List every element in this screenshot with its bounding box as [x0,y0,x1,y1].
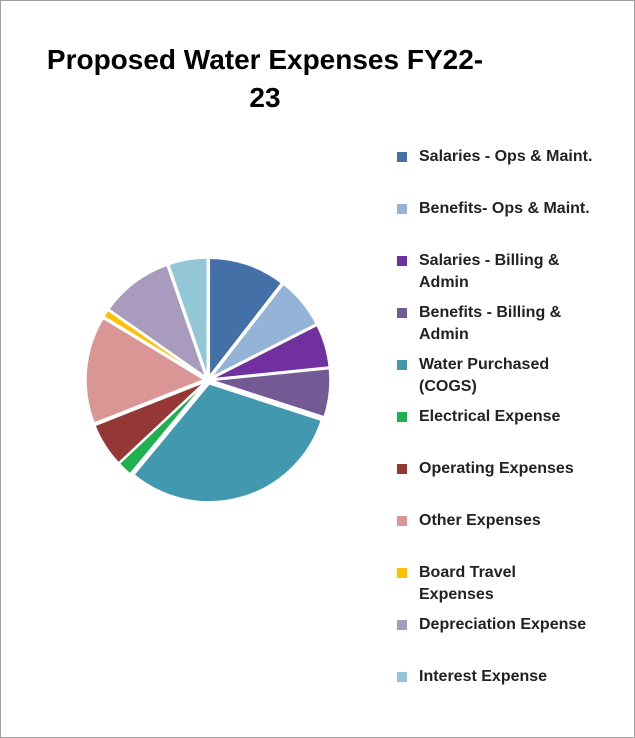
legend-swatch [397,516,407,526]
pie-slice [107,264,208,379]
pie-slice [85,317,206,425]
legend-swatch [397,256,407,266]
legend-item: Board Travel Expenses [397,562,597,614]
legend-item: Salaries - Ops & Maint. [397,146,597,198]
legend-label: Salaries - Ops & Maint. [419,148,593,165]
legend-label: Salaries - Billing & Admin [419,252,560,291]
legend-swatch [397,412,407,422]
legend-swatch [397,568,407,578]
pie-slice [210,283,318,379]
legend-item: Other Expenses [397,510,597,562]
legend-label: Electrical Expense [419,408,561,425]
legend-item: Salaries - Billing & Admin [397,250,597,302]
legend-swatch [397,464,407,474]
pie-slice [208,257,283,379]
legend-item: Depreciation Expense [397,614,597,666]
pie-slice [93,381,206,464]
legend-label: Other Expenses [419,512,541,529]
pie-slice [167,257,209,377]
legend-label: Board Travel Expenses [419,564,516,603]
legend-item: Electrical Expense [397,406,597,458]
legend-item: Water Purchased (COGS) [397,354,597,406]
legend-label: Depreciation Expense [419,616,587,633]
legend-swatch [397,308,407,318]
legend-swatch [397,152,407,162]
legend-item: Benefits - Billing & Admin [397,302,597,354]
legend-label: Interest Expense [419,668,548,685]
legend-label: Operating Expenses [419,460,574,477]
legend-label: Benefits - Billing & Admin [419,304,562,343]
pie-slice [118,382,206,475]
legend-item: Operating Expenses [397,458,597,510]
legend-item: Interest Expense [397,666,597,718]
pie-slice [132,382,323,503]
pie-slice [211,367,331,418]
legend-label: Benefits- Ops & Maint. [419,200,590,217]
legend-swatch [397,672,407,682]
chart-title: Proposed Water Expenses FY22-23 [46,44,484,113]
legend-item: Benefits- Ops & Maint. [397,198,597,250]
pie-slice [102,309,206,379]
legend-swatch [397,360,407,370]
legend-swatch [397,620,407,630]
legend-swatch [397,204,407,214]
legend-label: Water Purchased (COGS) [419,356,550,395]
pie-slice [211,324,331,380]
